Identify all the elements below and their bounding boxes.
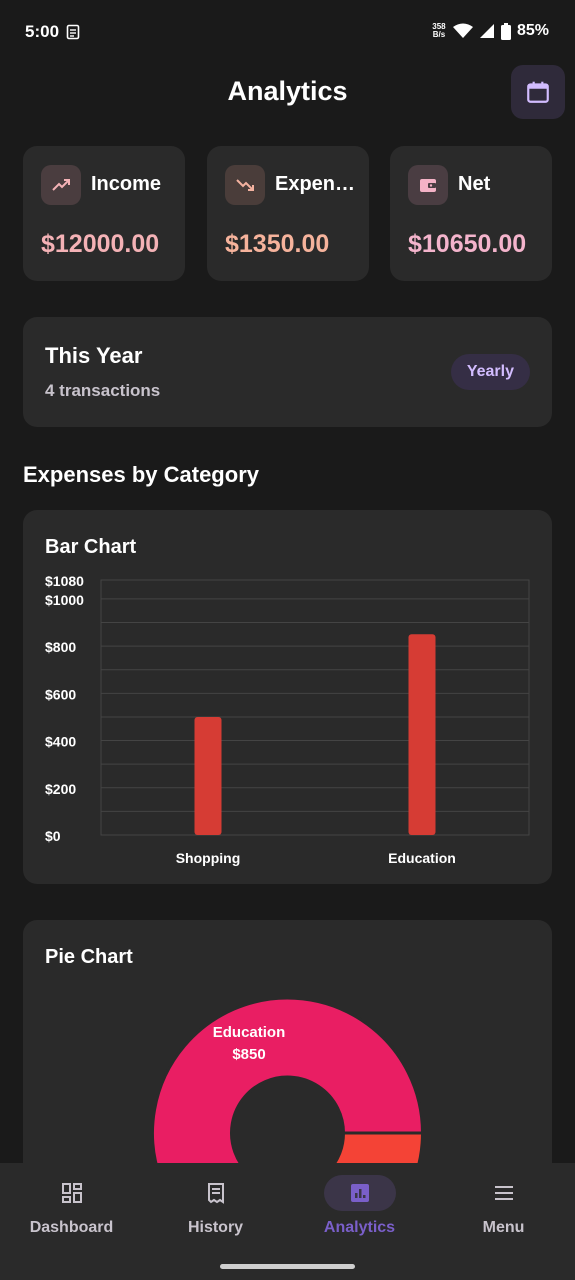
- nav-menu-label: Menu: [482, 1219, 525, 1236]
- status-time: 5:00: [25, 22, 60, 41]
- y-tick-label: $400: [45, 734, 76, 750]
- home-indicator: [220, 1264, 355, 1269]
- calendar-button[interactable]: [511, 65, 565, 119]
- nav-dashboard-label: Dashboard: [29, 1219, 114, 1236]
- receipt-icon: [207, 1183, 224, 1204]
- income-card[interactable]: Income $12000.00: [23, 146, 185, 281]
- nav-dashboard[interactable]: Dashboard: [0, 1175, 143, 1255]
- nav-menu[interactable]: Menu: [432, 1175, 575, 1255]
- status-bar: 5:00 358 B/s 85%: [0, 0, 575, 64]
- battery-level: 85%: [516, 22, 549, 39]
- bar-education: [408, 634, 436, 835]
- trending-down-icon: [225, 165, 265, 205]
- bar-chart: $0 $200 $400 $600 $800 $1000 $1080 Shopping Educ…: [45, 573, 530, 866]
- slice-value: $850: [232, 1046, 265, 1063]
- period-card[interactable]: This Year 4 transactions Yearly: [23, 317, 552, 427]
- bar-shopping: [194, 716, 222, 835]
- net-label: Net: [458, 173, 491, 195]
- app-header: Analytics: [0, 64, 575, 120]
- section-title: Expenses by Category: [23, 462, 259, 487]
- nav-analytics-label: Analytics: [323, 1219, 396, 1236]
- y-tick-label: $1000: [45, 592, 84, 608]
- x-tick-label: Shopping: [176, 850, 241, 866]
- calendar-icon: [527, 81, 549, 103]
- bar-chart-title: Bar Chart: [45, 536, 137, 558]
- net-card[interactable]: Net $10650.00: [390, 146, 552, 281]
- battery-icon: [500, 22, 511, 40]
- slice-label: Education: [213, 1024, 286, 1041]
- nav-history-label: History: [187, 1219, 244, 1236]
- bar-chart-card: Bar Chart $0 $200 $400 $600 $800 $1000 $1080 Sh…: [23, 510, 552, 884]
- page-title: Analytics: [227, 76, 348, 106]
- nav-history[interactable]: History: [144, 1175, 287, 1255]
- y-tick-label: $1080: [45, 573, 84, 589]
- period-title: This Year: [45, 343, 143, 368]
- y-tick-label: $0: [45, 828, 61, 844]
- pie-chart-title: Pie Chart: [45, 946, 133, 968]
- analytics-icon: [350, 1184, 369, 1202]
- x-tick-label: Education: [388, 850, 456, 866]
- net-value: $10650.00: [408, 230, 527, 258]
- net-speed: 358 B/s: [432, 22, 446, 39]
- y-tick-label: $800: [45, 639, 76, 655]
- expense-label: Expen…: [275, 173, 356, 195]
- y-tick-label: $200: [45, 781, 76, 797]
- income-value: $12000.00: [41, 230, 160, 258]
- trending-up-icon: [41, 165, 81, 205]
- dashboard-icon: [61, 1183, 82, 1203]
- signal-icon: [479, 24, 494, 38]
- wifi-icon: [452, 23, 473, 38]
- expense-value: $1350.00: [225, 230, 330, 258]
- menu-icon: [494, 1186, 513, 1200]
- period-badge[interactable]: Yearly: [450, 354, 530, 390]
- notification-icon: [66, 24, 80, 40]
- plot-area: [100, 579, 530, 836]
- y-tick-label: $600: [45, 686, 76, 702]
- expense-card[interactable]: Expen… $1350.00: [207, 146, 369, 281]
- nav-analytics[interactable]: Analytics: [288, 1175, 431, 1255]
- wallet-icon: [408, 165, 448, 205]
- income-label: Income: [91, 173, 162, 195]
- bottom-nav: Dashboard History Analytics: [0, 1163, 575, 1280]
- transaction-count: 4 transactions: [45, 381, 161, 400]
